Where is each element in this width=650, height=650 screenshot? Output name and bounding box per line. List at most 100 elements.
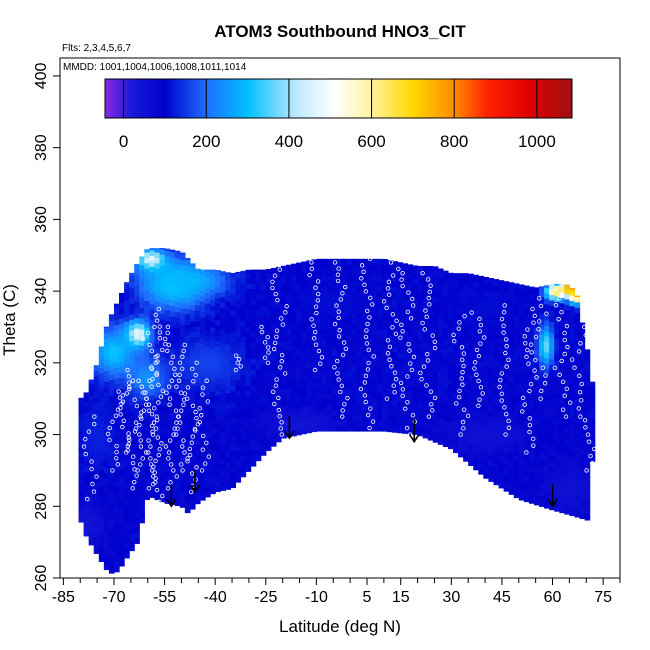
field-cell <box>417 285 424 291</box>
field-cell <box>119 323 125 330</box>
field-cell <box>356 425 363 432</box>
field-cell <box>296 397 302 404</box>
field-cell <box>113 361 120 368</box>
field-cell <box>83 444 90 451</box>
field-cell <box>554 306 560 313</box>
field-cell <box>260 342 267 349</box>
field-cell <box>225 327 231 334</box>
field-cell <box>382 280 388 287</box>
field-cell <box>503 367 510 374</box>
sample-point <box>309 260 314 265</box>
sample-point <box>398 380 404 386</box>
field-cell <box>366 409 373 416</box>
field-cell <box>356 377 363 384</box>
field-cell <box>93 429 100 436</box>
field-cell <box>326 328 333 335</box>
field-cell <box>189 492 196 499</box>
field-cell <box>437 336 444 343</box>
field-cell <box>473 367 479 374</box>
field-cell <box>569 472 576 479</box>
field-cell <box>200 451 206 458</box>
field-cell <box>316 361 323 368</box>
field-cell <box>523 383 530 390</box>
field-cell <box>584 385 591 392</box>
field-cell <box>235 271 242 273</box>
field-cell <box>220 280 226 287</box>
field-cell <box>559 335 565 342</box>
field-cell <box>286 340 292 347</box>
field-cell <box>407 422 414 429</box>
field-cell <box>184 485 191 492</box>
field-cell <box>458 273 464 275</box>
field-cell <box>169 472 176 479</box>
field-cell <box>488 459 495 466</box>
field-cell <box>179 356 186 363</box>
field-cell <box>159 463 166 470</box>
field-cell <box>427 316 434 323</box>
field-cell <box>483 359 490 366</box>
field-cell <box>569 493 576 500</box>
field-cell <box>569 456 576 463</box>
field-cell <box>103 445 110 452</box>
field-cell <box>113 356 120 363</box>
field-cell <box>189 412 196 419</box>
field-cell <box>356 318 363 324</box>
field-cell <box>437 347 444 354</box>
field-cell <box>528 497 535 504</box>
field-cell <box>260 336 267 343</box>
field-cell <box>412 396 419 403</box>
field-cell <box>503 388 510 395</box>
field-cell <box>488 346 495 353</box>
field-cell <box>518 413 525 420</box>
field-cell <box>533 424 540 431</box>
field-cell <box>78 505 85 512</box>
field-cell <box>184 286 191 293</box>
field-cell <box>361 377 368 384</box>
field-cell <box>98 405 105 412</box>
field-cell <box>154 494 161 501</box>
field-cell <box>559 324 565 331</box>
field-cell <box>98 362 105 369</box>
field-cell <box>179 270 186 277</box>
field-cell <box>205 340 211 347</box>
field-cell <box>331 307 338 314</box>
field-cell <box>468 277 474 284</box>
field-cell <box>210 407 216 414</box>
field-cell <box>103 451 110 458</box>
field-cell <box>559 367 565 374</box>
field-cell <box>508 282 515 286</box>
field-cell <box>200 435 206 442</box>
field-cell <box>402 357 409 364</box>
field-cell <box>503 464 510 471</box>
field-cell <box>280 394 287 401</box>
field-cell <box>468 347 474 354</box>
field-cell <box>98 523 105 530</box>
sample-point <box>159 441 164 446</box>
field-cell <box>149 438 156 445</box>
field-cell <box>518 424 525 431</box>
field-cell <box>149 384 156 391</box>
sample-point <box>430 408 435 413</box>
field-cell <box>270 397 277 404</box>
field-cell <box>113 464 120 471</box>
field-cell <box>483 322 490 329</box>
field-cell <box>129 475 135 482</box>
field-cell <box>564 314 570 321</box>
field-cell <box>139 398 145 405</box>
field-cell <box>483 284 490 291</box>
field-cell <box>372 414 378 421</box>
sample-point <box>316 348 322 354</box>
field-cell <box>174 456 181 463</box>
field-cell <box>407 310 414 316</box>
field-cell <box>108 503 115 510</box>
field-cell <box>513 438 520 445</box>
field-cell <box>149 475 156 482</box>
sample-point <box>157 324 162 329</box>
field-cell <box>518 311 525 318</box>
field-cell <box>382 334 388 341</box>
field-cell <box>564 304 570 311</box>
field-cell <box>144 477 150 484</box>
field-cell <box>377 318 383 324</box>
field-cell <box>549 375 555 382</box>
field-cell <box>533 348 540 355</box>
